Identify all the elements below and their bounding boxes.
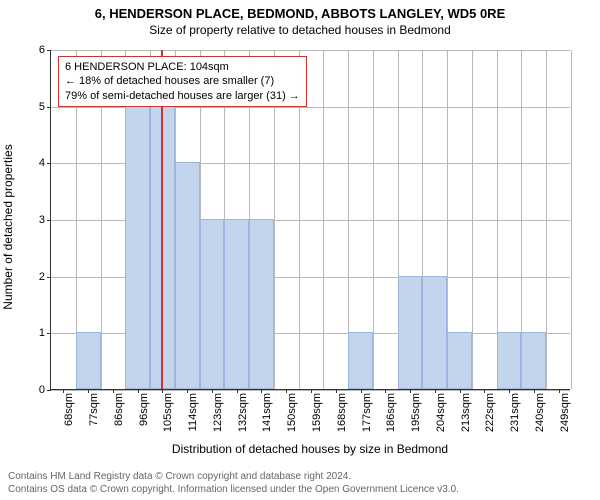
ytick-mark [47,163,51,164]
xtick-label: 159sqm [311,393,323,432]
xtick-label: 249sqm [559,393,571,432]
xtick-label: 141sqm [261,393,273,432]
grid-line-v [373,50,374,389]
xtick-label: 204sqm [435,393,447,432]
grid-line-v [546,50,547,389]
annotation-line: 79% of semi-detached houses are larger (… [65,89,300,103]
bar [422,276,447,389]
xtick-label: 96sqm [138,393,150,426]
chart-container: 6, HENDERSON PLACE, BEDMOND, ABBOTS LANG… [0,0,600,500]
ytick-label: 3 [39,214,45,226]
ytick-label: 2 [39,271,45,283]
xtick-label: 222sqm [484,393,496,432]
bar [125,106,150,389]
xtick-label: 168sqm [336,393,348,432]
chart-title-sub: Size of property relative to detached ho… [0,21,600,37]
xtick-label: 150sqm [286,393,298,432]
attribution-line1: Contains HM Land Registry data © Crown c… [8,471,351,482]
xtick-label: 77sqm [88,393,100,426]
xtick-label: 195sqm [410,393,422,432]
bar [348,332,373,389]
chart-title-main: 6, HENDERSON PLACE, BEDMOND, ABBOTS LANG… [0,0,600,21]
bar [249,219,274,389]
xtick-label: 132sqm [237,393,249,432]
xtick-label: 177sqm [361,393,373,432]
attribution-text: Contains HM Land Registry data © Crown c… [8,471,592,496]
grid-line-h [51,50,570,51]
xtick-label: 86sqm [113,393,125,426]
grid-line-v [571,50,572,389]
grid-line-v [323,50,324,389]
xtick-label: 123sqm [212,393,224,432]
ytick-label: 4 [39,157,45,169]
xtick-label: 105sqm [162,393,174,432]
xtick-label: 114sqm [187,393,199,431]
xtick-label: 186sqm [385,393,397,432]
ytick-mark [47,390,51,391]
ytick-label: 6 [39,44,45,56]
bar [76,332,101,389]
bar [497,332,522,389]
ytick-label: 0 [39,384,45,396]
annotation-box: 6 HENDERSON PLACE: 104sqm← 18% of detach… [58,56,307,107]
xtick-label: 231sqm [509,393,521,432]
xtick-label: 213sqm [460,393,472,432]
ytick-mark [47,333,51,334]
annotation-line: ← 18% of detached houses are smaller (7) [65,74,300,88]
ytick-mark [47,50,51,51]
bar [447,332,472,389]
bar [224,219,249,389]
annotation-line: 6 HENDERSON PLACE: 104sqm [65,60,300,74]
grid-line-v [472,50,473,389]
xtick-label: 68sqm [63,393,75,426]
xtick-label: 240sqm [534,393,546,432]
bar [521,332,546,389]
bar [398,276,423,389]
y-axis-label: Number of detached properties [1,127,15,327]
bar [175,162,200,389]
ytick-label: 5 [39,101,45,113]
bar [200,219,225,389]
ytick-mark [47,277,51,278]
ytick-mark [47,220,51,221]
ytick-mark [47,107,51,108]
x-axis-label: Distribution of detached houses by size … [50,442,570,456]
attribution-line2: Contains OS data © Crown copyright. Info… [8,484,459,495]
ytick-label: 1 [39,327,45,339]
